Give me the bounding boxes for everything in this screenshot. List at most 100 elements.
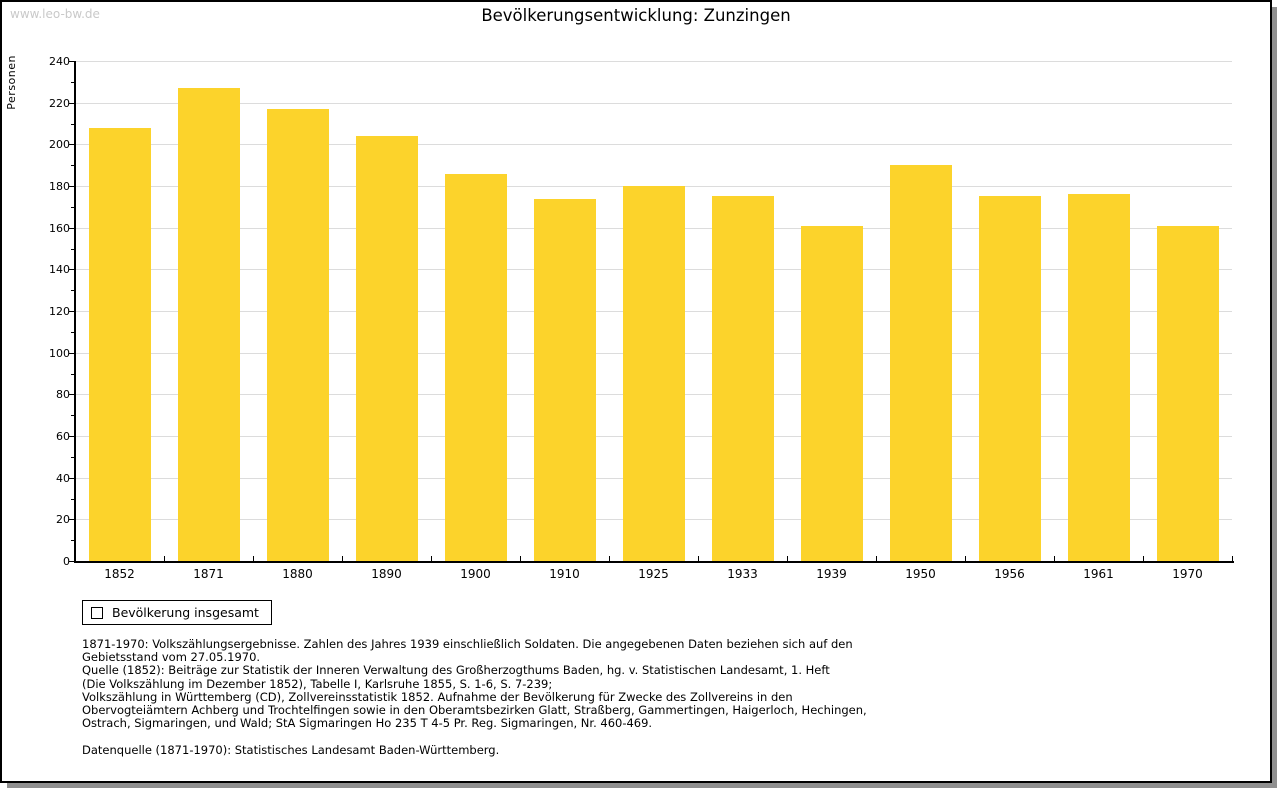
footnote-line-8: Datenquelle (1871-1970): Statistisches L… xyxy=(82,742,500,757)
y-axis-title: Personen xyxy=(5,55,18,110)
y-tick-label-40: 40 xyxy=(56,471,70,485)
y-tick-major-120 xyxy=(69,311,75,312)
y-tick-major-240 xyxy=(69,61,75,62)
x-tick-label-1933: 1933 xyxy=(727,567,758,581)
y-tick-major-180 xyxy=(69,186,75,187)
x-tick-10 xyxy=(965,556,966,561)
bar-1900 xyxy=(444,173,507,561)
x-tick-4 xyxy=(431,556,432,561)
y-tick-label-0: 0 xyxy=(63,555,70,568)
x-tick-label-1950: 1950 xyxy=(905,567,936,581)
x-tick-12 xyxy=(1143,556,1144,561)
footnote-line-4: Volkszählung in Württemberg (CD), Zollve… xyxy=(82,689,793,704)
y-tick-label-180: 180 xyxy=(49,180,70,193)
y-tick-minor-150 xyxy=(71,248,75,250)
bar-1871 xyxy=(177,88,240,561)
bar-1925 xyxy=(622,186,685,561)
y-tick-label-240: 240 xyxy=(49,55,70,68)
bar-1950 xyxy=(889,165,952,561)
x-tick-label-1956: 1956 xyxy=(994,567,1025,581)
y-tick-label-160: 160 xyxy=(49,221,70,235)
y-tick-major-20 xyxy=(69,519,75,521)
bar-1970 xyxy=(1156,225,1219,561)
bar-1910 xyxy=(533,198,596,561)
x-tick-label-1900: 1900 xyxy=(460,567,491,581)
bar-1939 xyxy=(800,225,863,561)
x-tick-label-1939: 1939 xyxy=(816,567,847,581)
x-tick-1 xyxy=(164,556,165,561)
bar-1852 xyxy=(88,127,151,561)
y-tick-label-100: 100 xyxy=(49,346,70,360)
legend: Bevölkerung insgesamt xyxy=(82,600,272,625)
x-tick-label-1852: 1852 xyxy=(104,567,135,581)
y-axis-line xyxy=(74,61,76,562)
x-tick-3 xyxy=(342,556,343,561)
footnote-line-0: 1871-1970: Volkszählungsergebnisse. Zahl… xyxy=(82,637,853,651)
footnote-line-6: Ostrach, Sigmaringen, und Wald; StA Sigm… xyxy=(82,716,653,731)
x-tick-label-1910: 1910 xyxy=(549,567,580,581)
bar-1890 xyxy=(355,136,418,561)
y-tick-label-140: 140 xyxy=(49,263,70,277)
footnote-line-2: Quelle (1852): Beiträge zur Statistik de… xyxy=(82,663,830,678)
chart-title: Bevölkerungsentwicklung: Zunzingen xyxy=(481,6,791,25)
bar-1880 xyxy=(266,108,329,561)
y-tick-minor-10 xyxy=(71,540,75,542)
x-tick-13 xyxy=(1232,556,1233,561)
y-tick-label-60: 60 xyxy=(56,430,70,443)
x-tick-label-1970: 1970 xyxy=(1172,567,1203,581)
x-tick-8 xyxy=(787,556,788,561)
x-tick-label-1890: 1890 xyxy=(371,567,402,581)
y-tick-minor-210 xyxy=(71,123,75,125)
footnote-line-1: Gebietsstand vom 27.05.1970. xyxy=(82,650,261,665)
y-tick-label-200: 200 xyxy=(49,138,70,152)
legend-label: Bevölkerung insgesamt xyxy=(112,605,259,620)
y-tick-major-200 xyxy=(69,144,75,146)
y-tick-major-80 xyxy=(69,394,75,396)
y-tick-minor-110 xyxy=(71,331,75,333)
bar-1961 xyxy=(1067,194,1130,561)
gridline-y-200 xyxy=(75,144,1232,146)
bar-1933 xyxy=(711,196,774,561)
y-tick-major-0 xyxy=(69,561,75,562)
footnotes: 1871-1970: Volkszählungsergebnisse. Zahl… xyxy=(82,637,1240,757)
footnote-line-3: (Die Volkszählung im Dezember 1852), Tab… xyxy=(82,676,553,691)
x-tick-9 xyxy=(876,556,877,561)
bar-1956 xyxy=(978,196,1041,561)
x-tick-11 xyxy=(1054,556,1055,561)
y-tick-major-160 xyxy=(69,227,75,229)
x-axis-line xyxy=(74,561,1234,563)
y-tick-label-220: 220 xyxy=(49,96,70,110)
footnote-spacer xyxy=(82,730,1240,743)
x-tick-6 xyxy=(609,556,610,561)
y-tick-minor-90 xyxy=(71,373,75,375)
y-tick-minor-190 xyxy=(71,165,75,167)
footnote-line-5: Obervogteiämtern Achberg und Trochtelfin… xyxy=(82,703,867,718)
y-tick-major-220 xyxy=(69,102,75,104)
x-tick-5 xyxy=(520,556,521,561)
gridline-y-220 xyxy=(75,102,1232,104)
y-tick-minor-230 xyxy=(71,81,75,83)
x-tick-label-1961: 1961 xyxy=(1083,567,1114,581)
x-tick-label-1880: 1880 xyxy=(282,567,313,581)
y-tick-major-60 xyxy=(69,436,75,437)
y-tick-minor-170 xyxy=(71,206,75,208)
y-tick-minor-70 xyxy=(71,415,75,417)
legend-swatch-icon xyxy=(91,606,103,619)
y-tick-label-80: 80 xyxy=(56,388,70,402)
y-tick-minor-30 xyxy=(71,498,75,500)
y-tick-label-20: 20 xyxy=(56,513,70,527)
plot-area xyxy=(75,61,1233,561)
y-tick-minor-130 xyxy=(71,290,75,292)
y-tick-major-100 xyxy=(69,352,75,354)
x-tick-2 xyxy=(253,556,254,561)
y-tick-label-120: 120 xyxy=(49,305,70,318)
y-tick-major-40 xyxy=(69,477,75,479)
x-tick-label-1871: 1871 xyxy=(193,567,224,581)
watermark-leo-bw: www.leo-bw.de xyxy=(10,7,100,21)
y-tick-minor-50 xyxy=(71,456,75,458)
y-tick-major-140 xyxy=(69,269,75,271)
gridline-y-240 xyxy=(75,61,1232,62)
x-tick-7 xyxy=(698,556,699,561)
x-tick-label-1925: 1925 xyxy=(638,567,669,581)
